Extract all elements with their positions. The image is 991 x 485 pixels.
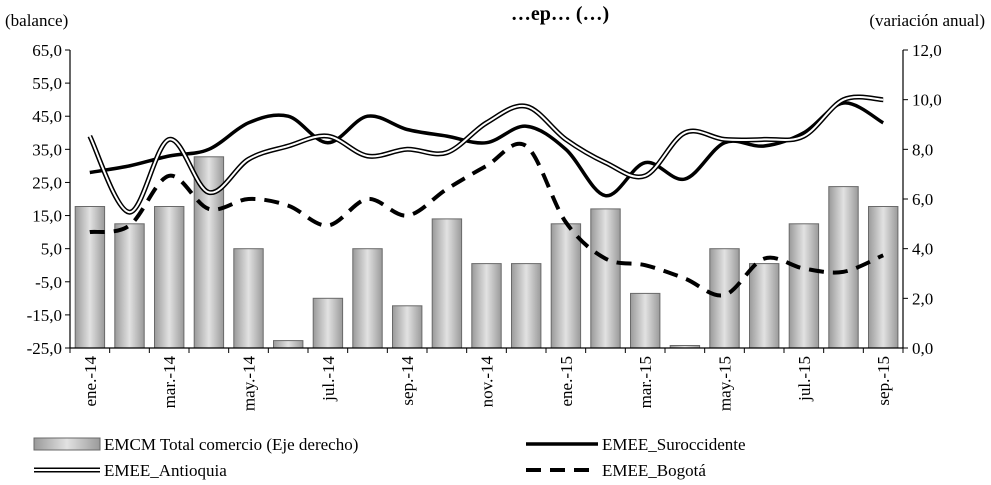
x-tick-label: sep.-14	[398, 356, 417, 406]
left-tick-label: 65,0	[32, 41, 62, 60]
x-tick-label: ene.-14	[81, 356, 100, 407]
bar-jul.-15	[788, 223, 820, 349]
bar-feb.-15	[590, 208, 621, 349]
bar-mar.-15	[630, 292, 661, 349]
x-tick-label: jul.-14	[319, 356, 338, 402]
bar-jun.-14	[273, 340, 304, 349]
right-tick-label: 0,0	[912, 339, 933, 358]
bar-ago.-15	[828, 186, 859, 349]
right-tick-label: 4,0	[912, 240, 933, 259]
right-tick-label: 2,0	[912, 289, 933, 308]
bar-ago.-14	[352, 248, 383, 349]
left-tick-label: -25,0	[27, 339, 62, 358]
left-tick-label: 5,0	[41, 240, 62, 259]
x-tick-label: sep.-15	[874, 356, 893, 406]
left-tick-label: -15,0	[27, 306, 62, 325]
line-emee-antioquia-inner	[88, 96, 884, 214]
line-emee-suroccidente	[89, 101, 885, 198]
left-tick-label: 55,0	[32, 74, 62, 93]
x-tick-label: nov.-14	[478, 356, 497, 408]
line-emee-bogot-	[89, 141, 885, 298]
legend: EMCM Total comercio (Eje derecho) EMEE_Su…	[33, 435, 746, 480]
x-tick-label: mar.-15	[636, 356, 655, 408]
line-series-group	[87, 94, 885, 298]
bar-may.-14	[233, 248, 264, 349]
legend-swatch-bar	[33, 437, 101, 451]
bar-nov.-14	[471, 263, 502, 349]
left-tick-label: 35,0	[32, 140, 62, 159]
x-tick-label: mar.-14	[160, 356, 179, 409]
axes: 65,0 55,0 45,0 35,0 25,0 15,0 5,0 -5,0 -15,0 -25,…	[27, 41, 942, 411]
right-tick-label: 12,0	[912, 41, 942, 60]
bar-sep.-15	[868, 206, 899, 349]
legend-label-bogota: EMEE_Bogotá	[602, 461, 706, 480]
x-tick-label: ene.-15	[557, 356, 576, 407]
bar-dic.-14	[511, 263, 542, 349]
right-tick-label: 10,0	[912, 91, 942, 110]
bar-jun.-15	[749, 263, 780, 349]
right-axis-label: (variación anual)	[869, 11, 985, 30]
legend-label-suroccidente: EMEE_Suroccidente	[602, 435, 746, 454]
bar-mar.-14	[154, 206, 185, 349]
bar-sep.-14	[392, 305, 423, 349]
left-axis-label: (balance)	[5, 11, 68, 30]
x-tick-label: may.-15	[716, 356, 735, 411]
left-tick-label: 15,0	[32, 207, 62, 226]
chart-title: …ep… (…)	[511, 3, 609, 25]
left-tick-label: -5,0	[35, 273, 62, 292]
legend-label-antioquia: EMEE_Antioquia	[104, 461, 227, 480]
bar-oct.-14	[431, 218, 463, 349]
x-tick-label: may.-14	[240, 356, 259, 412]
bar-feb.-14	[114, 223, 145, 349]
right-tick-label: 6,0	[912, 190, 933, 209]
legend-label-bar: EMCM Total comercio (Eje derecho)	[104, 435, 358, 454]
x-tick-label: jul.-15	[795, 356, 814, 402]
right-tick-label: 8,0	[912, 140, 933, 159]
bar-ene.-15	[550, 223, 582, 349]
left-tick-label: 45,0	[32, 107, 62, 126]
bar-may.-15	[709, 248, 740, 349]
bar-ene.-14	[74, 206, 106, 349]
line-emee-antioquia	[87, 94, 884, 215]
left-tick-label: 25,0	[32, 173, 62, 192]
bar-series	[74, 156, 899, 349]
bar-jul.-14	[312, 297, 344, 349]
